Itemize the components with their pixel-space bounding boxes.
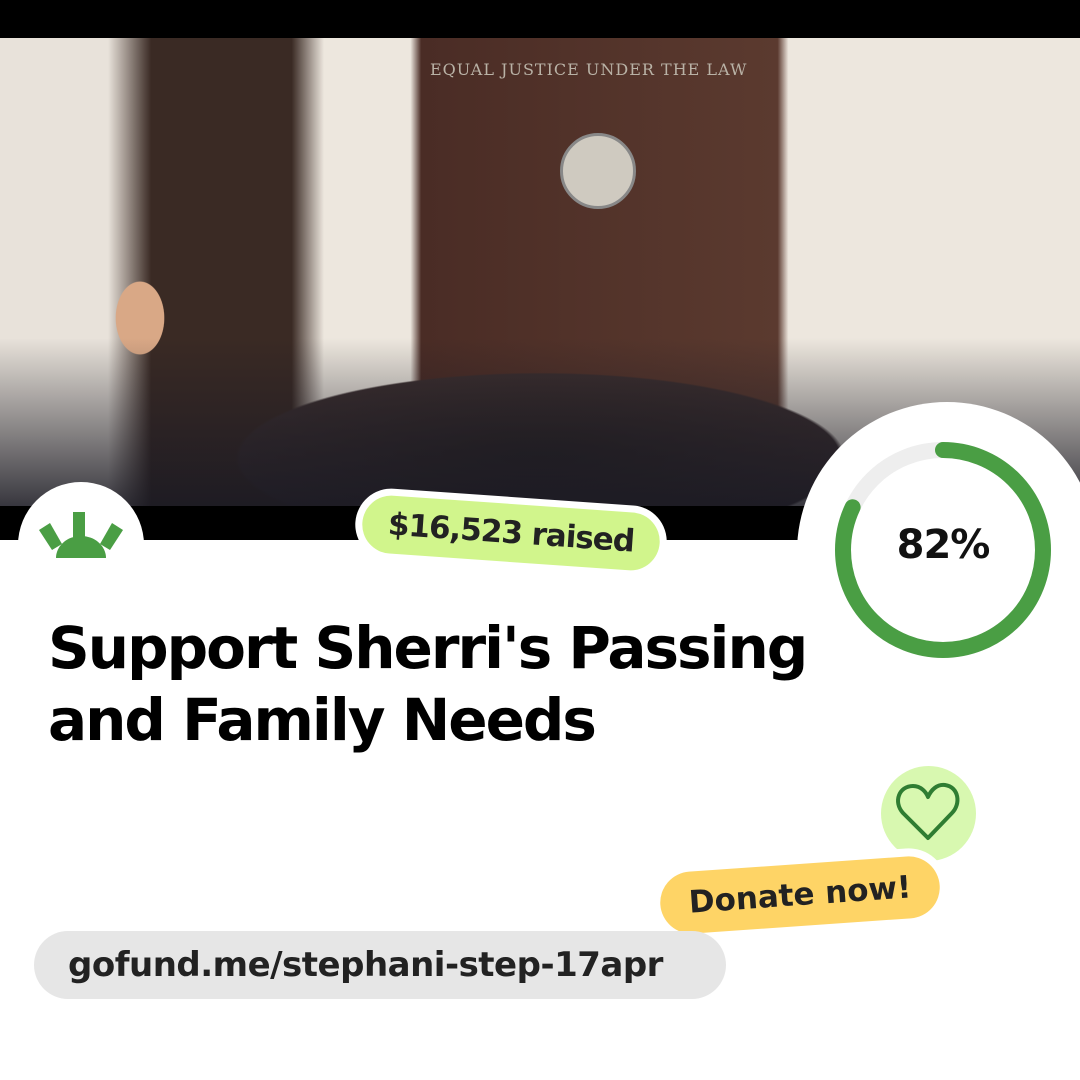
gofundme-logo <box>18 482 144 608</box>
campaign-link[interactable]: gofund.me/stephani-step-17apr <box>34 931 726 999</box>
seal <box>560 133 636 209</box>
photo-inscription: EQUAL JUSTICE UNDER THE LAW <box>430 60 748 79</box>
sunrise-icon <box>39 512 123 558</box>
donate-now-button[interactable]: Donate now! <box>649 845 951 945</box>
progress-arc <box>835 442 1051 658</box>
donate-now-label: Donate now! <box>658 854 942 936</box>
heart-icon <box>896 782 960 840</box>
amount-raised-label: $16,523 raised <box>360 493 662 573</box>
progress-percent: 82% <box>896 522 991 568</box>
top-bar <box>0 0 1080 38</box>
campaign-title: Support Sherri's Passing and Family Need… <box>48 614 808 754</box>
progress-ring <box>835 442 1051 658</box>
campaign-photo: EQUAL JUSTICE UNDER THE LAW <box>0 38 1080 506</box>
heart-badge[interactable] <box>881 766 976 861</box>
